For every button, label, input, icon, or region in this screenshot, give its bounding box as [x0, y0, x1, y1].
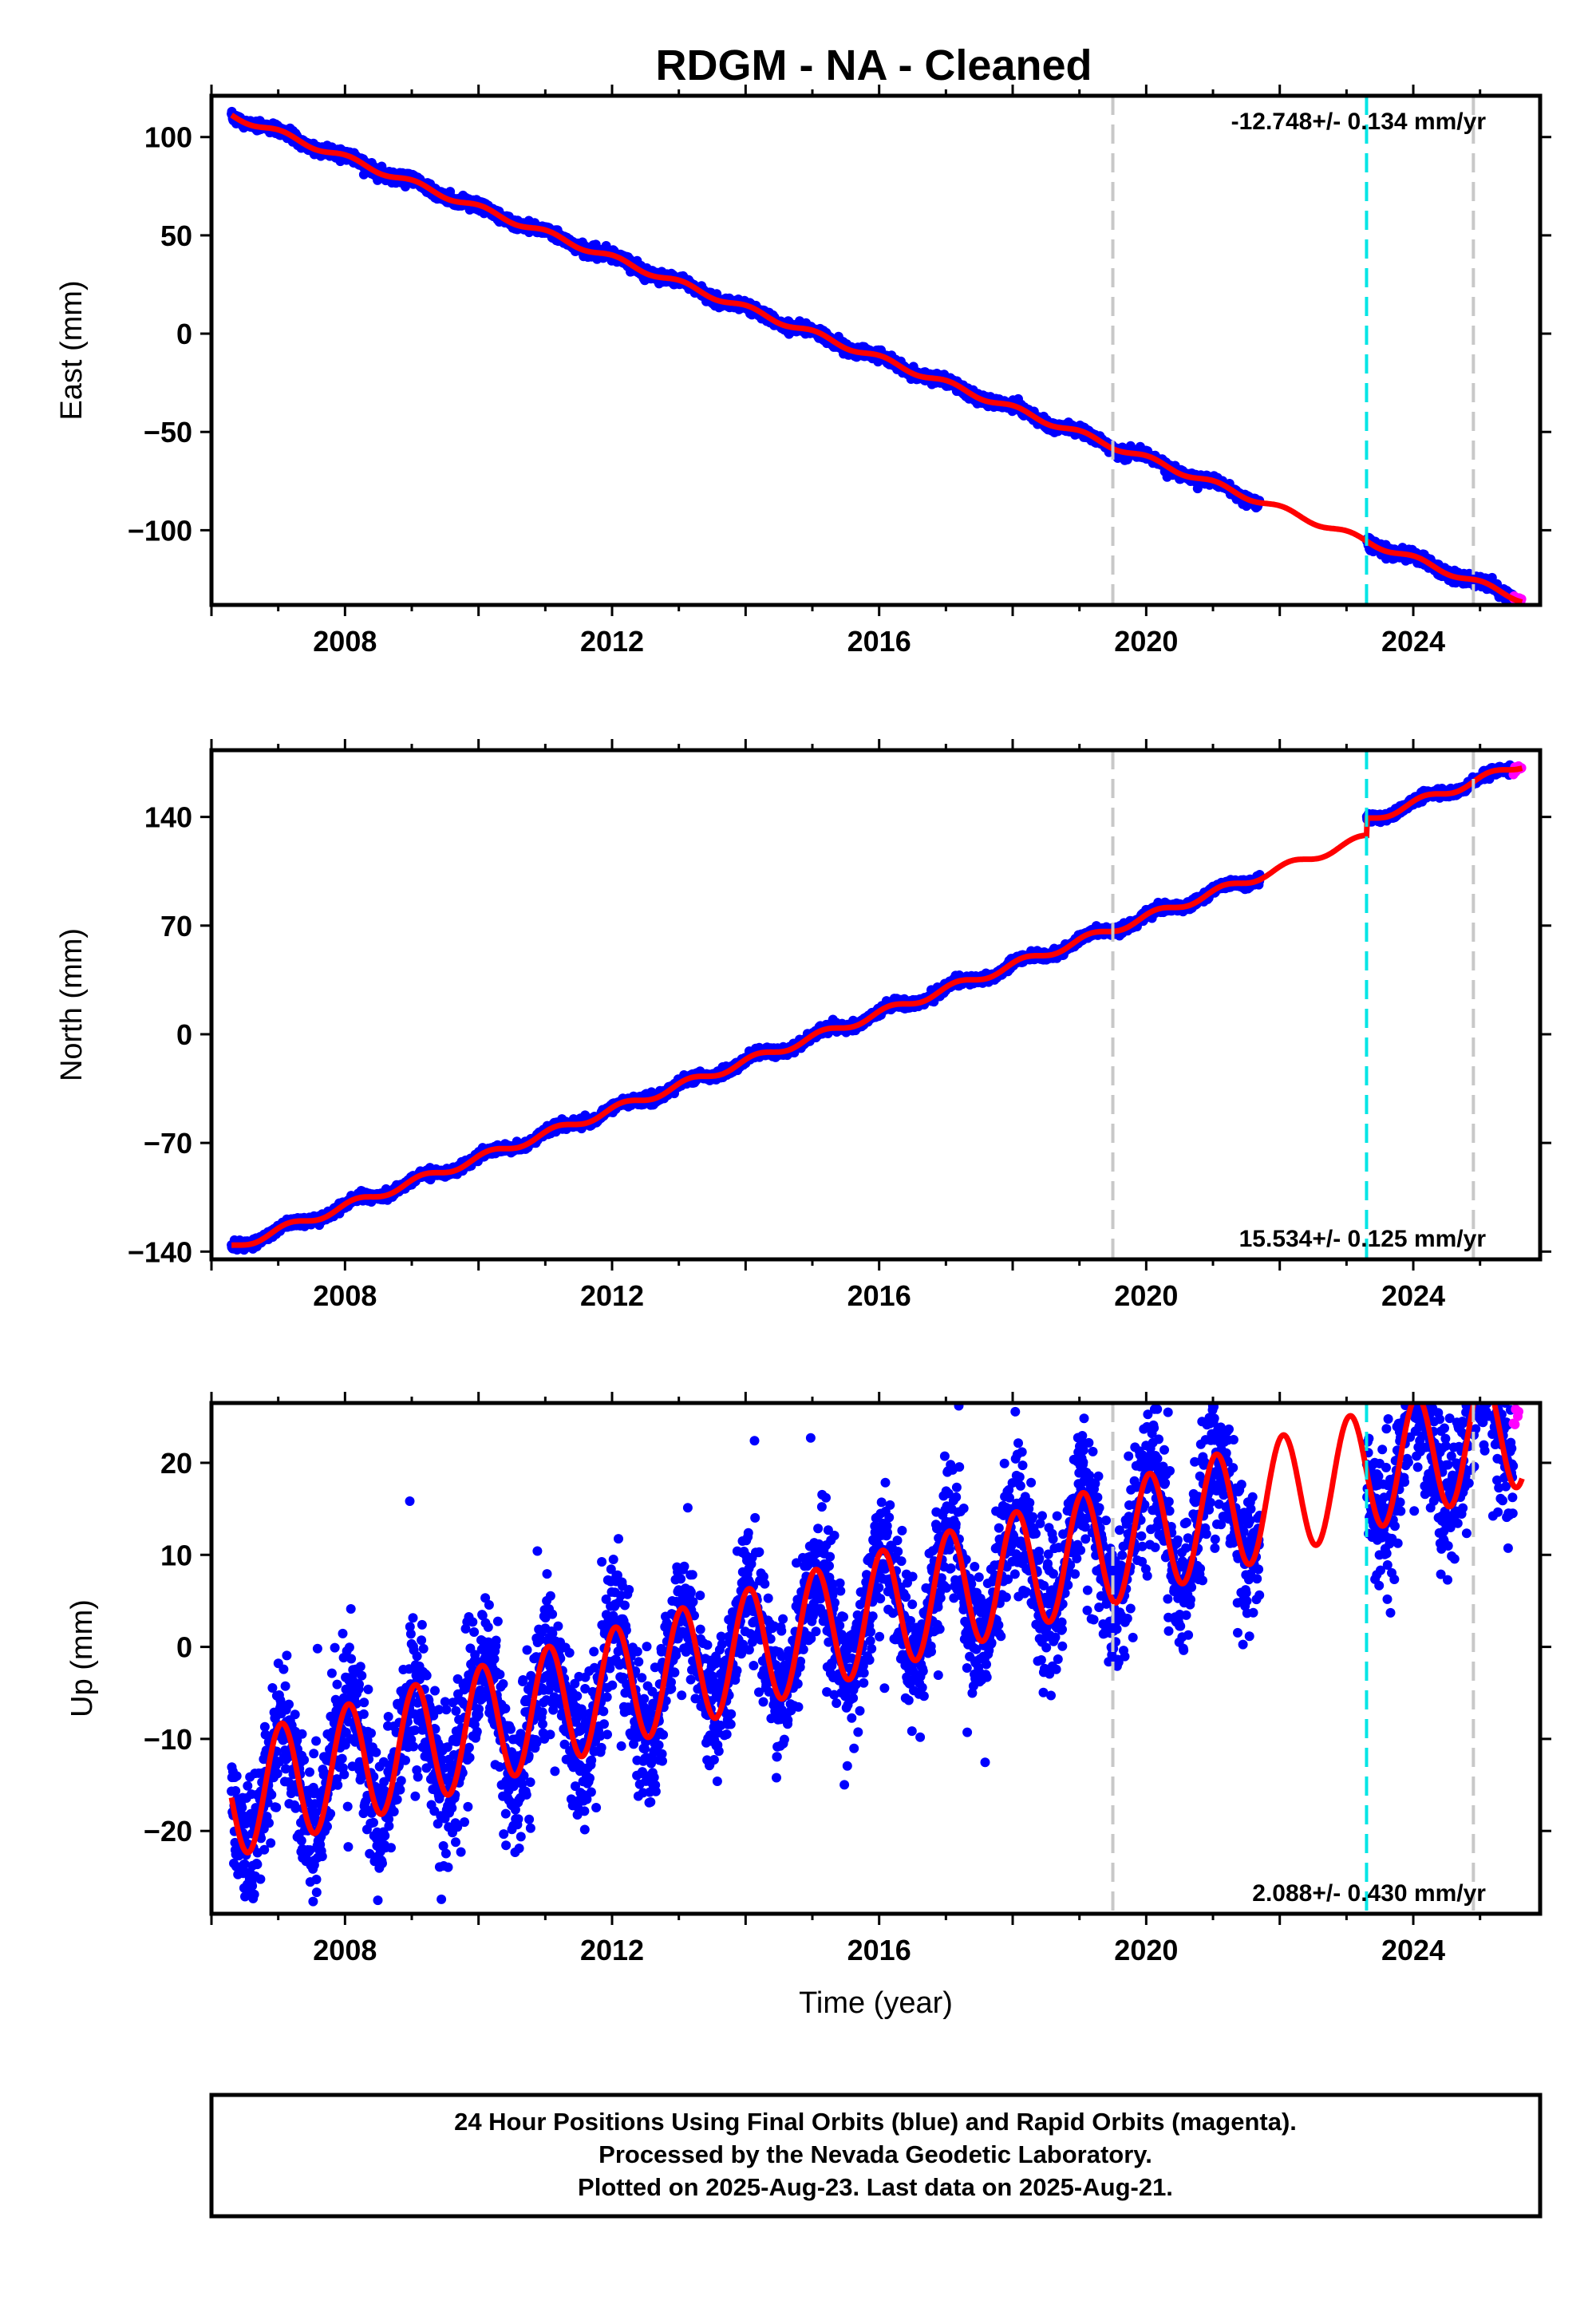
- y-tick-label: 50: [160, 219, 192, 252]
- y-tick-label: 0: [176, 318, 192, 350]
- x-tick-label: 2024: [1381, 625, 1445, 658]
- y-axis-label: East (mm): [55, 280, 89, 420]
- x-tick-label: 2008: [313, 625, 377, 658]
- y-tick-label: −50: [144, 416, 192, 449]
- x-tick-label: 2020: [1114, 625, 1178, 658]
- plot-area: [227, 106, 1527, 605]
- y-tick-label: −100: [128, 514, 192, 547]
- plot-area: [227, 760, 1527, 1255]
- x-tick-label: 2016: [847, 625, 911, 658]
- figure-title: RDGM - NA - Cleaned: [655, 41, 1092, 89]
- y-tick-label: 100: [144, 121, 192, 154]
- velocity-annotation: -12.748+/- 0.134 mm/yr: [1231, 109, 1487, 135]
- east-panel: 2008 2012 2016 2020 2024 100 50 0 −50 −100 East (m…: [55, 85, 1551, 658]
- final-orbit-points: [227, 760, 1519, 1255]
- x-tick-label: 2012: [580, 625, 644, 658]
